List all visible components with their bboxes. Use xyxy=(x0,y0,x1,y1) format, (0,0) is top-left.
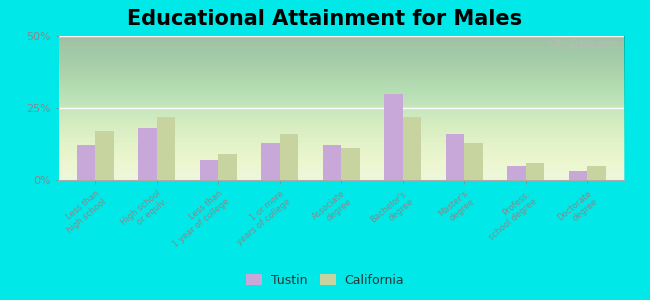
Bar xyxy=(569,171,587,180)
Bar xyxy=(587,166,606,180)
Bar xyxy=(403,117,421,180)
Text: Educational Attainment for Males: Educational Attainment for Males xyxy=(127,9,523,29)
Bar xyxy=(200,160,218,180)
Bar xyxy=(341,148,359,180)
Bar xyxy=(218,154,237,180)
Text: City-Data.com: City-Data.com xyxy=(549,39,618,49)
Bar xyxy=(96,131,114,180)
Bar xyxy=(526,163,544,180)
Bar xyxy=(261,142,280,180)
Bar xyxy=(446,134,464,180)
Bar xyxy=(77,146,96,180)
Bar xyxy=(323,146,341,180)
Bar xyxy=(507,166,526,180)
Legend: Tustin, California: Tustin, California xyxy=(242,270,408,291)
Bar xyxy=(384,94,403,180)
Bar xyxy=(280,134,298,180)
Bar xyxy=(464,142,482,180)
Bar xyxy=(157,117,176,180)
Bar xyxy=(138,128,157,180)
